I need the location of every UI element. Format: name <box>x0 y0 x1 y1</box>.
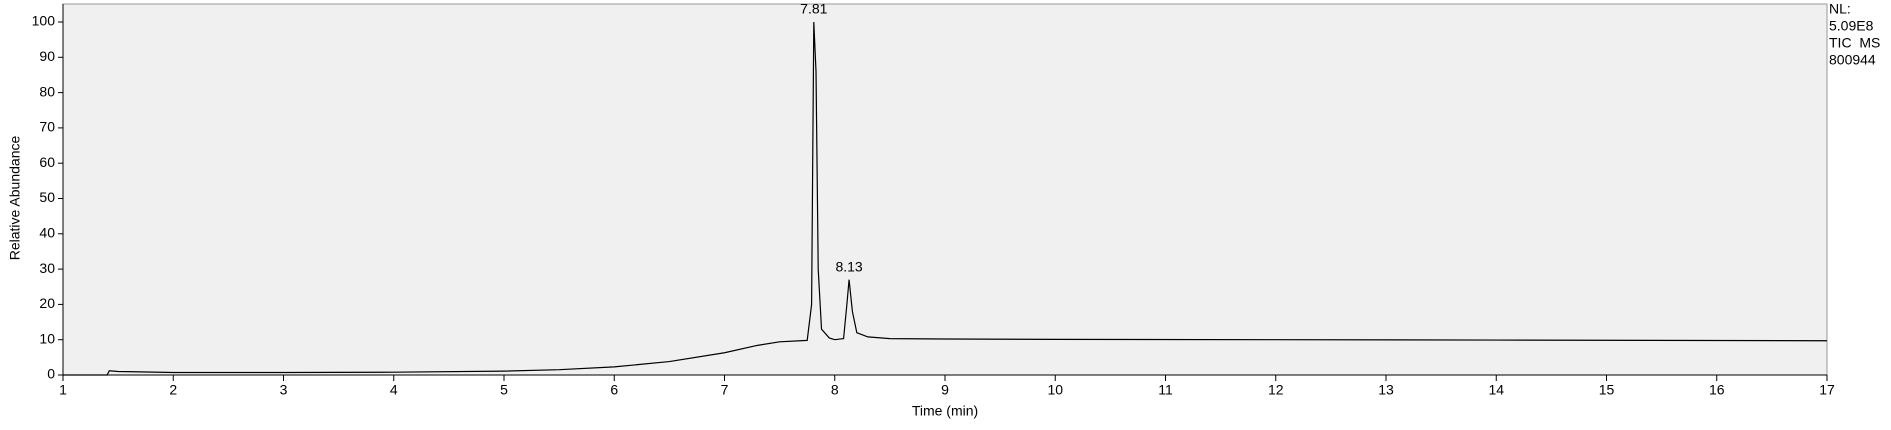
x-tick-label: 15 <box>1599 382 1615 398</box>
y-tick-label: 0 <box>47 366 55 382</box>
y-axis-label: Relative Abundance <box>7 136 23 261</box>
x-tick-label: 7 <box>721 382 729 398</box>
info-text: 800944 <box>1829 52 1876 68</box>
y-tick-label: 80 <box>39 83 55 99</box>
x-tick-label: 11 <box>1158 382 1173 398</box>
x-tick-label: 4 <box>390 382 398 398</box>
x-tick-label: 8 <box>831 382 839 398</box>
info-text: NL: <box>1829 1 1851 17</box>
y-tick-label: 70 <box>39 119 55 135</box>
x-tick-label: 9 <box>941 382 949 398</box>
y-tick-label: 100 <box>32 13 56 29</box>
x-tick-label: 14 <box>1488 382 1504 398</box>
x-tick-label: 13 <box>1378 382 1394 398</box>
x-tick-label: 2 <box>169 382 177 398</box>
x-tick-label: 3 <box>280 382 288 398</box>
x-tick-label: 12 <box>1268 382 1284 398</box>
x-tick-label: 10 <box>1047 382 1063 398</box>
y-tick-label: 10 <box>39 330 55 346</box>
x-axis-label: Time (min) <box>912 403 978 419</box>
info-text: TIC MS <box>1829 35 1880 51</box>
x-tick-label: 17 <box>1819 382 1835 398</box>
peak-label: 8.13 <box>835 258 862 274</box>
y-tick-label: 30 <box>39 260 55 276</box>
x-tick-label: 16 <box>1709 382 1725 398</box>
y-tick-label: 90 <box>39 48 55 64</box>
plot-area <box>62 3 1828 376</box>
y-tick-label: 60 <box>39 154 55 170</box>
x-tick-label: 5 <box>500 382 508 398</box>
info-text: 5.09E8 <box>1829 18 1874 34</box>
peak-label: 7.81 <box>800 1 827 17</box>
y-tick-label: 20 <box>39 295 55 311</box>
y-tick-label: 50 <box>39 189 55 205</box>
x-tick-label: 1 <box>59 382 67 398</box>
x-tick-label: 6 <box>610 382 618 398</box>
trace <box>63 21 1828 376</box>
y-tick-label: 40 <box>39 225 55 241</box>
